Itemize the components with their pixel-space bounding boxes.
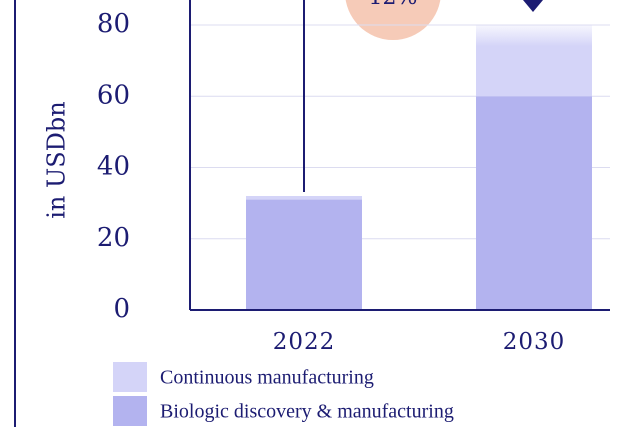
bar-segment xyxy=(246,196,362,200)
y-tick-label: 80 xyxy=(97,9,130,39)
y-tick-label: 0 xyxy=(113,294,130,324)
legend-swatch xyxy=(113,362,147,392)
annotation: 12% xyxy=(369,0,418,10)
bar-segment xyxy=(476,25,592,97)
x-tick-label: 2022 xyxy=(273,329,336,355)
y-tick-label: 20 xyxy=(97,223,130,253)
arrow-head xyxy=(523,0,543,12)
bar-segment xyxy=(476,96,592,310)
legend-swatch xyxy=(113,396,147,426)
bar-segment xyxy=(246,199,362,310)
x-tick-label: 2030 xyxy=(503,329,566,355)
y-tick-label: 40 xyxy=(97,152,130,182)
y-tick-label: 60 xyxy=(97,80,130,110)
legend-label: Continuous manufacturing xyxy=(160,367,374,389)
y-axis-label: in USDbn xyxy=(43,101,71,219)
annotation-bubble xyxy=(345,0,441,40)
legend-label: Biologic discovery & manufacturing xyxy=(160,401,454,423)
